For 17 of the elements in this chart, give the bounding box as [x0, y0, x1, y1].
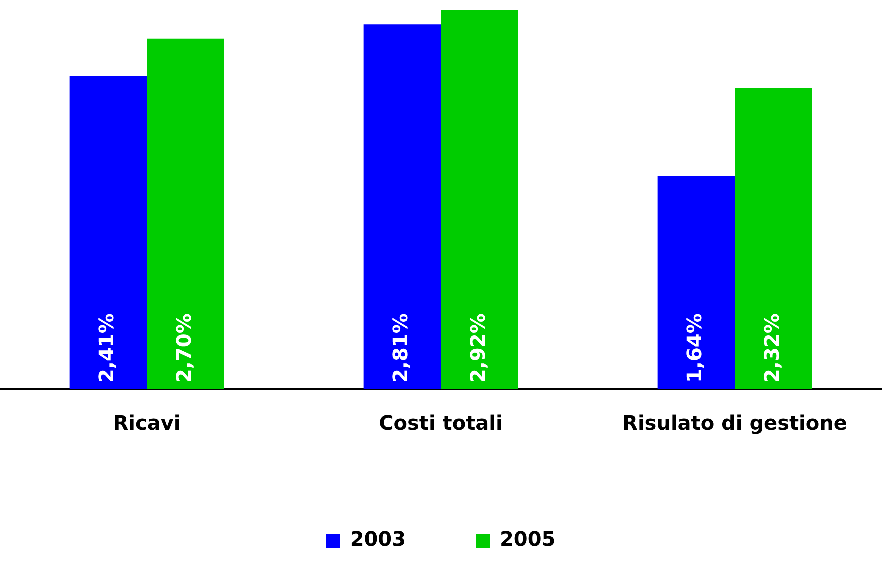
- bar: [364, 24, 441, 389]
- legend-label: 2003: [350, 527, 406, 552]
- bar: [735, 88, 812, 389]
- data-label: 2,81%: [388, 314, 413, 383]
- data-label: 2,70%: [172, 314, 196, 383]
- data-label: 2,92%: [466, 314, 490, 383]
- x-tick-label: Ricavi: [113, 411, 181, 436]
- bar: [658, 176, 735, 389]
- data-label: 2,32%: [760, 314, 784, 383]
- bar: [147, 38, 224, 389]
- bar: [441, 10, 518, 389]
- bar: [70, 76, 147, 389]
- data-label: 1,64%: [682, 314, 707, 383]
- x-tick-label: Costi totali: [379, 411, 503, 436]
- legend-label: 2005: [500, 527, 556, 552]
- data-label: 2,41%: [94, 314, 119, 383]
- x-tick-label: Risulato di gestione: [622, 411, 848, 436]
